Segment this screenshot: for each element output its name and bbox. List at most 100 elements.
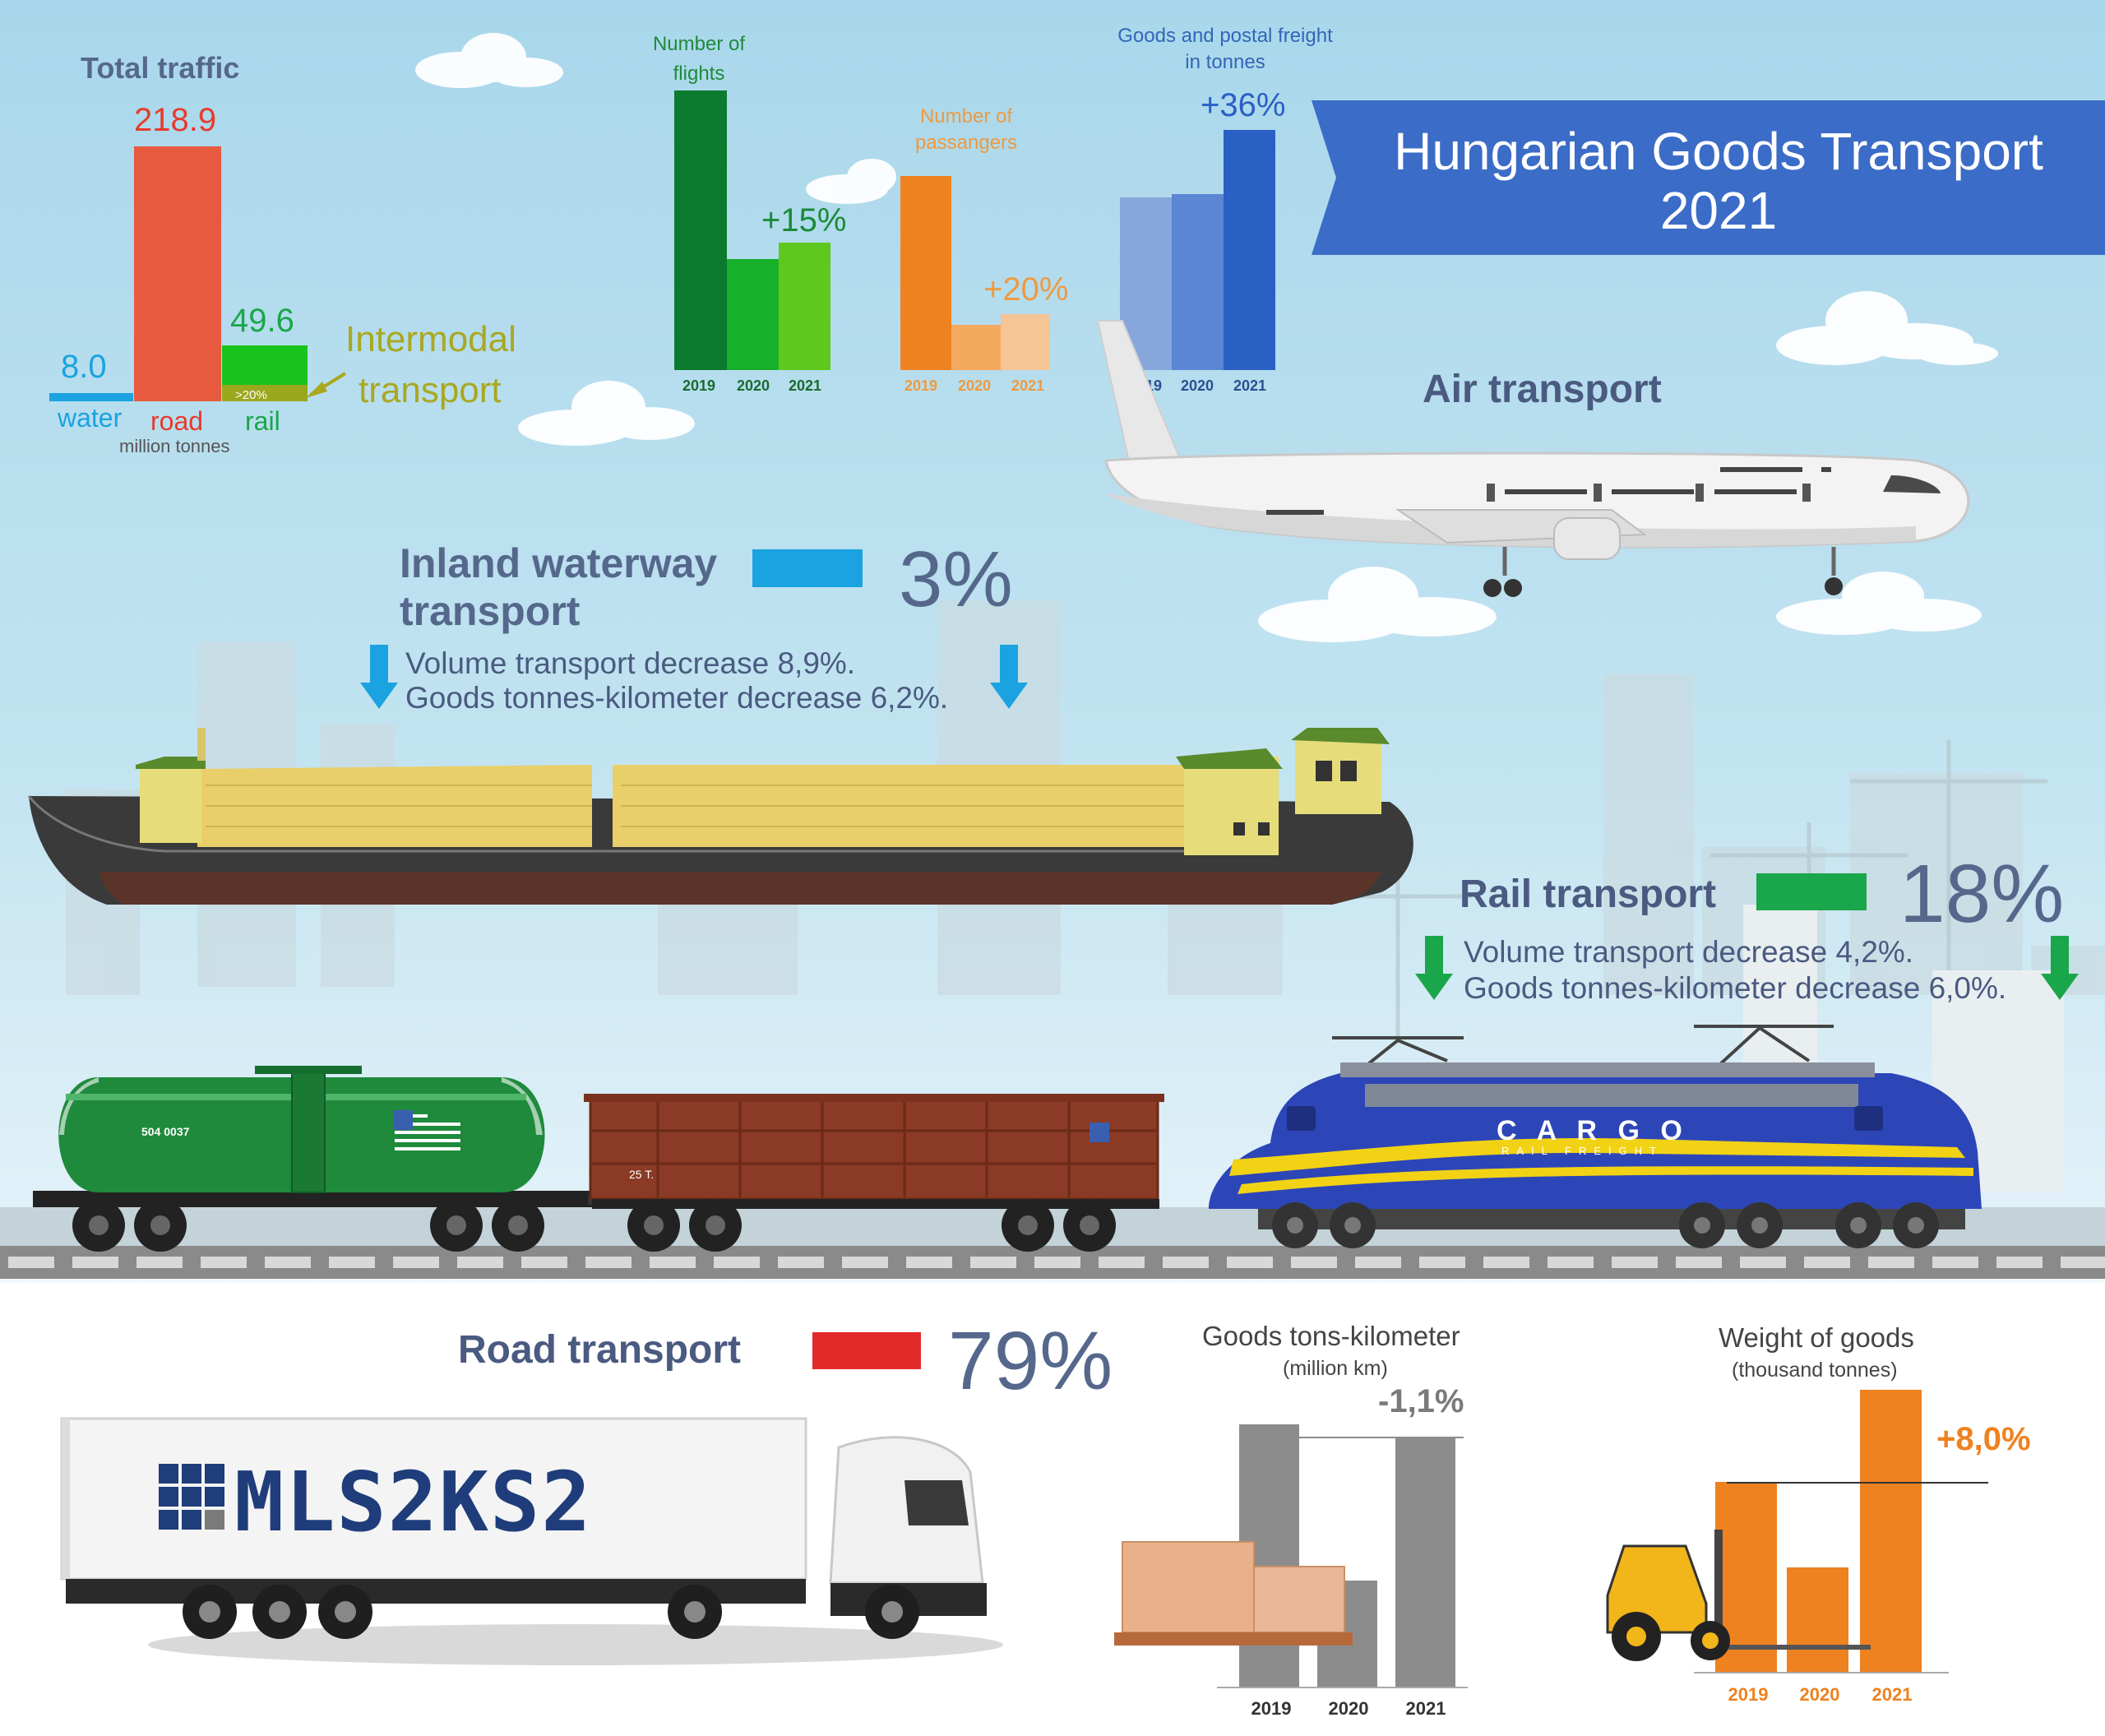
rail-sleeper [906, 1257, 952, 1268]
tick-2020: 2020 [1181, 377, 1214, 394]
bar-flights-2021 [779, 243, 830, 370]
bar-freight-2021 [1224, 130, 1275, 370]
rail-line-2: Goods tonnes-kilometer decrease 6,0%. [1464, 971, 2007, 1005]
locomotive-subbrand: RAIL FREIGHT [1501, 1145, 1664, 1157]
bar-flights-2019 [674, 90, 727, 370]
tank-wagon-code: 504 0037 [141, 1125, 190, 1138]
road-share: 79% [948, 1315, 1113, 1407]
rail-sleeper [1355, 1257, 1401, 1268]
tonskm-title: Goods tons-kilometer [1202, 1321, 1460, 1351]
cloud-icon [1776, 572, 1982, 635]
tick-2020: 2020 [737, 377, 770, 394]
rail-sleeper [2061, 1257, 2105, 1268]
value-rail: 49.6 [230, 303, 294, 339]
rail-sleeper [1676, 1257, 1722, 1268]
rail-sleeper [970, 1257, 1016, 1268]
unit-label: million tonnes [119, 436, 230, 456]
cloud-icon [1258, 567, 1497, 642]
box-wagon-code: 25 T. [629, 1168, 655, 1181]
rail-sleeper [1227, 1257, 1273, 1268]
bar-passengers-2020 [951, 325, 1001, 370]
page-title-year: 2021 [1659, 181, 1778, 240]
forklift-icon [1606, 1530, 1871, 1661]
cloud-icon [415, 33, 563, 88]
rail-sleeper [1612, 1257, 1658, 1268]
tick-2019: 2019 [904, 377, 937, 394]
bar-passengers-2019 [900, 176, 951, 370]
arrow-down-icon [2041, 936, 2079, 1000]
rail-sleeper [393, 1257, 439, 1268]
locomotive-brand: C A R G O [1497, 1115, 1689, 1146]
bar-weight-2020 [1787, 1567, 1848, 1673]
rail-sleeper [265, 1257, 311, 1268]
rail-sleeper [521, 1257, 567, 1268]
road-transport-title: Road transport [458, 1328, 742, 1372]
passengers-change: +20% [983, 271, 1069, 308]
cloud-icon [806, 159, 896, 204]
freight-title-2: in tonnes [1185, 51, 1265, 73]
value-water: 8.0 [61, 349, 107, 385]
rail-sleeper [1804, 1257, 1850, 1268]
tick-2020: 2020 [1800, 1684, 1840, 1705]
waterway-line-2: Goods tonnes-kilometer decrease 6,2%. [405, 681, 949, 715]
tick-2021: 2021 [1233, 377, 1266, 394]
flights-title-1: Number of [652, 33, 746, 55]
tick-2021: 2021 [1872, 1684, 1913, 1705]
rail-sleeper [72, 1257, 118, 1268]
tick-2019: 2019 [1728, 1684, 1769, 1705]
total-traffic-title: Total traffic [81, 51, 240, 85]
rail-sleeper [650, 1257, 696, 1268]
flights-change: +15% [761, 202, 847, 238]
arrow-down-icon [990, 645, 1028, 709]
weight-title: Weight of goods [1719, 1322, 1914, 1353]
tick-2020: 2020 [958, 377, 991, 394]
tick-2021: 2021 [789, 377, 821, 394]
rail-sleeper [1291, 1257, 1337, 1268]
intermodal-label-1: Intermodal [345, 319, 516, 359]
bar-flights-2020 [727, 259, 779, 370]
rail-sleeper [329, 1257, 375, 1268]
rail-sleeper [1996, 1257, 2043, 1268]
tick-2019: 2019 [682, 377, 715, 394]
flights-title-2: flights [673, 62, 725, 85]
truck-brand: MLS2KS2 [234, 1454, 593, 1550]
bar-tonskm-2021 [1395, 1437, 1455, 1687]
rail-line-1: Volume transport decrease 4,2%. [1464, 935, 1914, 969]
cloud-icon [518, 381, 695, 446]
value-road: 218.9 [134, 102, 217, 138]
tick-2021: 2021 [1011, 377, 1044, 394]
waterway-share: 3% [899, 535, 1013, 623]
passengers-title-2: passangers [914, 132, 1018, 154]
rail-sleeper [1099, 1257, 1145, 1268]
rail-sleeper [1483, 1257, 1529, 1268]
freight-title-1: Goods and postal freight [1117, 25, 1333, 47]
rail-sleeper [1419, 1257, 1465, 1268]
bar-freight-2020 [1172, 194, 1224, 370]
crane-icon [1332, 740, 2047, 1036]
arrow-down-icon [360, 645, 398, 709]
freight-change: +36% [1201, 87, 1286, 123]
arrow-down-icon [1415, 936, 1453, 1000]
tonskm-change: -1,1% [1378, 1383, 1464, 1419]
tick-2019: 2019 [1251, 1698, 1292, 1719]
cloud-icon [1776, 291, 1998, 365]
weight-subtitle: (thousand tonnes) [1732, 1359, 1898, 1382]
bar-road [134, 146, 221, 401]
rail-sleeper [1868, 1257, 1914, 1268]
rail-color-swatch [1756, 873, 1867, 910]
bar-passengers-2021 [1001, 314, 1050, 370]
label-rail: rail [245, 406, 280, 436]
bar-rail [222, 345, 308, 385]
rail-sleeper [457, 1257, 503, 1268]
tick-2021: 2021 [1406, 1698, 1446, 1719]
